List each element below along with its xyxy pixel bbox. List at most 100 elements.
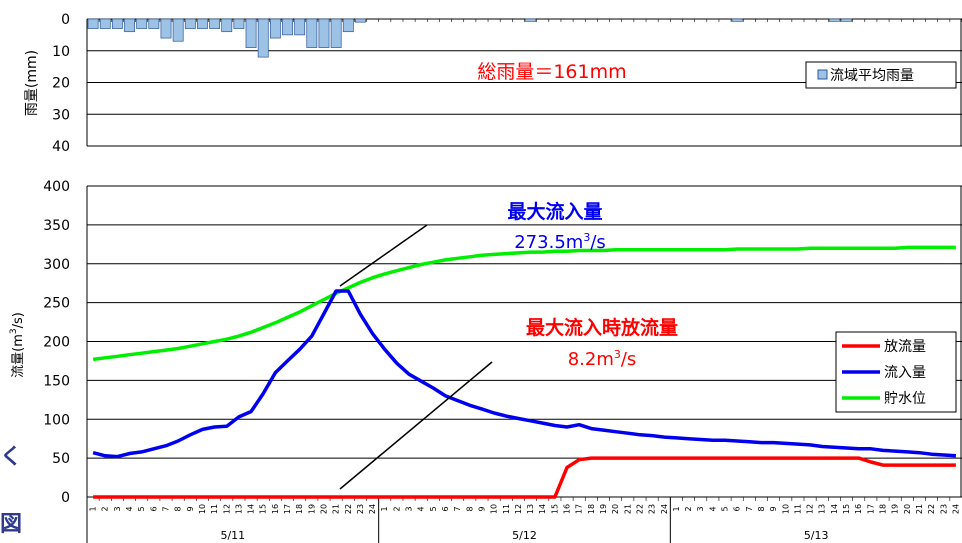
hour-tick-label: 2 <box>684 506 693 511</box>
flow-ytick-label: 200 <box>43 335 70 351</box>
max-inflow-pointer-line <box>339 224 428 287</box>
rainfall-panel: 0 10 20 30 40 雨量(mm) <box>24 12 962 155</box>
hour-tick-label: 2 <box>101 506 110 511</box>
hour-tick-label: 17 <box>866 504 875 514</box>
rain-bar <box>209 18 221 29</box>
max-inflow-title: 最大流入量 <box>507 200 602 223</box>
hour-tick-label: 7 <box>745 506 754 511</box>
rain-bar <box>87 18 99 29</box>
flow-ytick-label: 350 <box>43 218 70 234</box>
hour-tick-label: 16 <box>271 504 280 514</box>
rain-legend: 流域平均雨量 <box>805 61 957 89</box>
hour-tick-label: 19 <box>891 504 900 514</box>
hour-tick-label: 4 <box>417 506 426 511</box>
hour-tick-label: 6 <box>441 506 450 511</box>
hour-tick-label: 7 <box>161 506 170 511</box>
hour-tick-label: 23 <box>356 504 365 514</box>
date-label: 5/12 <box>512 529 537 542</box>
rain-legend-label: 流域平均雨量 <box>830 68 914 84</box>
hour-tick-label: 20 <box>319 504 328 514</box>
rain-bar <box>257 18 269 58</box>
hour-tick-label: 12 <box>222 504 231 514</box>
hour-tick-label: 22 <box>927 504 936 514</box>
hour-tick-label: 12 <box>514 504 523 514</box>
rain-bar <box>148 18 160 29</box>
hour-tick-label: 5 <box>137 506 146 511</box>
rain-bar <box>172 18 184 42</box>
hour-tick-label: 23 <box>648 504 657 514</box>
rain-axis-label: 雨量(mm) <box>24 50 40 116</box>
flow-ytick-label: 250 <box>43 296 70 312</box>
rain-annotation: 総雨量＝161mm <box>477 61 626 83</box>
hour-tick-label: 5 <box>721 506 730 511</box>
hour-tick-label: 22 <box>635 504 644 514</box>
rain-bar <box>197 18 208 29</box>
flow-ytick-label: 100 <box>43 412 70 428</box>
hour-tick-label: 23 <box>939 504 948 514</box>
hour-tick-label: 20 <box>611 504 620 514</box>
hour-tick-label: 10 <box>198 504 207 514</box>
rain-bar <box>160 18 172 39</box>
hour-tick-label: 18 <box>587 504 596 514</box>
hour-tick-label: 14 <box>830 504 839 514</box>
hour-tick-label: 17 <box>283 504 292 514</box>
rain-bar <box>330 18 342 48</box>
hour-tick-label: 2 <box>392 506 401 511</box>
rain-legend-swatch <box>817 69 828 80</box>
rain-bar <box>233 18 245 29</box>
hour-tick-label: 17 <box>575 504 584 514</box>
hour-tick-label: 14 <box>247 504 256 514</box>
hour-tick-label: 18 <box>295 504 304 514</box>
hour-tick-label: 3 <box>405 506 414 511</box>
flow-legend: 放流量 流入量 貯水位 <box>835 331 957 413</box>
hour-tick-label: 16 <box>563 504 572 514</box>
hour-tick-label: 18 <box>879 504 888 514</box>
rain-bar <box>184 18 196 29</box>
hour-tick-label: 11 <box>793 504 802 514</box>
date-label: 5/13 <box>804 529 829 542</box>
hour-tick-label: 5 <box>429 506 438 511</box>
hour-tick-label: 13 <box>526 504 535 514</box>
rain-bar <box>342 18 354 33</box>
hour-tick-label: 3 <box>696 506 705 511</box>
hour-tick-label: 1 <box>672 506 681 511</box>
hour-tick-label: 11 <box>502 504 511 514</box>
hour-tick-label: 8 <box>174 506 183 511</box>
hour-tick-label: 15 <box>550 504 559 514</box>
hour-tick-label: 20 <box>903 504 912 514</box>
rain-bar <box>731 18 743 22</box>
hour-tick-label: 24 <box>368 504 377 514</box>
date-label: 5/11 <box>220 529 245 542</box>
hour-tick-label: 24 <box>660 504 669 514</box>
hour-tick-label: 19 <box>599 504 608 514</box>
hour-tick-label: 24 <box>951 504 960 514</box>
rain-bar <box>269 18 281 39</box>
rain-ytick-label: 0 <box>61 12 70 28</box>
rain-ytick-label: 10 <box>52 44 70 60</box>
inflow-line <box>92 289 957 459</box>
legend-outflow-label: 放流量 <box>884 339 926 355</box>
hour-tick-label: 8 <box>757 506 766 511</box>
hour-tick-label: 12 <box>806 504 815 514</box>
hour-tick-label: 19 <box>307 504 316 514</box>
rain-ytick-label: 20 <box>52 76 70 92</box>
flow-ytick-label: 400 <box>43 179 70 195</box>
hour-tick-label: 7 <box>453 506 462 511</box>
rain-bar <box>829 18 840 22</box>
hour-tick-label: 22 <box>344 504 353 514</box>
rain-bar <box>99 18 111 29</box>
hour-tick-label: 13 <box>234 504 243 514</box>
rain-bar <box>245 18 257 48</box>
rain-bar <box>525 18 536 22</box>
flow-axis-label: 流量(m3/s) <box>9 312 26 378</box>
hour-tick-label: 1 <box>89 506 98 511</box>
flow-ytick-label: 50 <box>52 451 70 467</box>
hour-tick-label: 6 <box>149 506 158 511</box>
flow-ytick-label: 0 <box>61 490 70 506</box>
rain-bar <box>282 18 293 36</box>
hour-tick-label: 1 <box>380 506 389 511</box>
hour-tick-label: 9 <box>477 506 486 511</box>
hour-tick-label: 16 <box>854 504 863 514</box>
hour-tick-label: 4 <box>708 506 717 511</box>
